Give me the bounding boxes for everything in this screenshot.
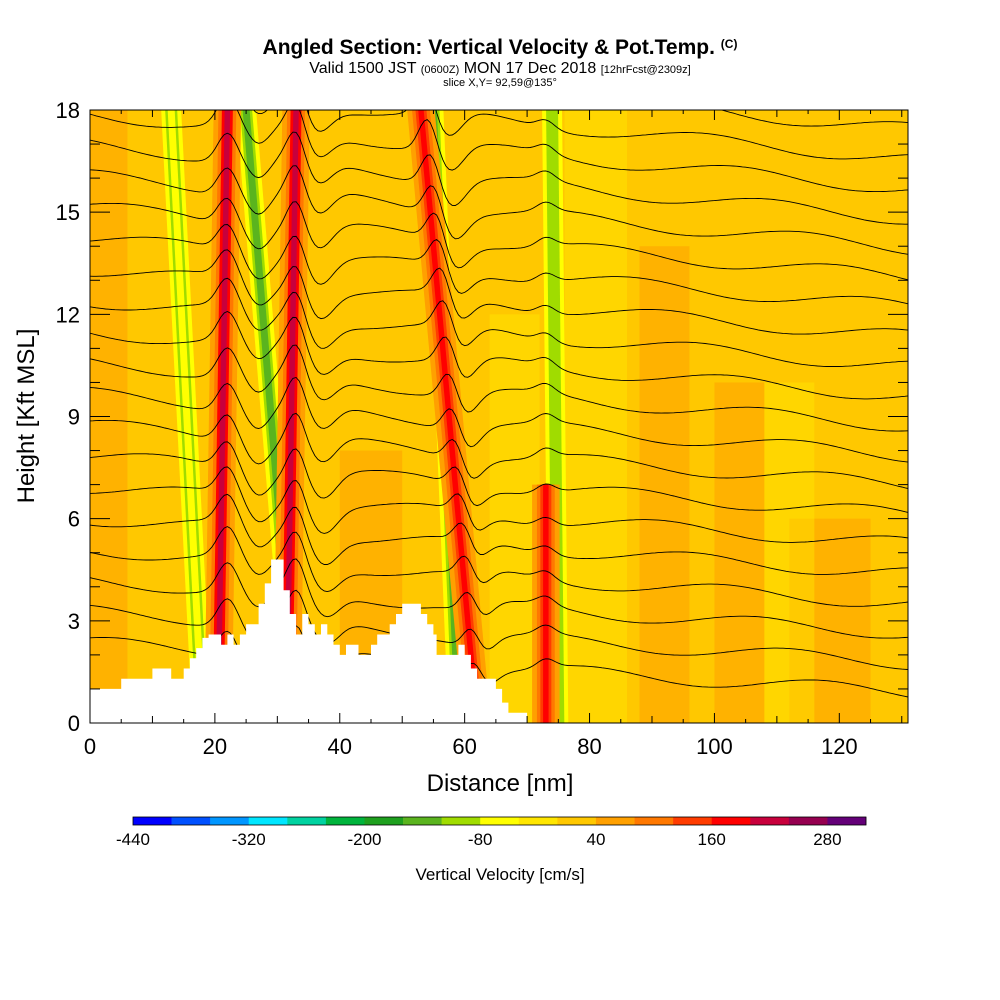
colorbar-swatch: [133, 817, 172, 825]
colorbar-swatch: [518, 817, 558, 825]
velocity-field: [90, 110, 908, 723]
chart-title: Angled Section: Vertical Velocity & Pot.…: [0, 36, 1000, 60]
isentrope-line: [90, 310, 908, 400]
colorbar: -440 -320 -200 -80 40 160 280: [116, 816, 867, 849]
y-tick-label: 0: [68, 711, 80, 736]
colorbar-tick-label: 280: [813, 830, 841, 849]
forecast-info: [12hrFcst@2309z]: [600, 64, 691, 76]
chart-subtitle: Valid 1500 JST (0600Z) MON 17 Dec 2018 […: [0, 60, 1000, 78]
colorbar-tick-label: -80: [468, 830, 493, 849]
isentrope-line: [720, 110, 908, 127]
y-tick-label: 3: [68, 609, 80, 634]
isentrope-line: [90, 558, 908, 639]
y-tick-label: 12: [56, 302, 80, 327]
y-tick-label: 6: [68, 507, 80, 532]
updraft-band: [215, 110, 231, 723]
colorbar-swatch: [711, 817, 751, 825]
isentrope-line: [90, 249, 908, 335]
isentrope-line: [90, 277, 908, 367]
isentrope-line: [90, 493, 908, 575]
colorbar-swatch: [788, 817, 828, 825]
colorbar-swatch: [673, 817, 712, 825]
x-tick-label: 40: [328, 734, 352, 759]
isentrope-line: [90, 224, 908, 305]
colorbar-swatch: [403, 817, 442, 825]
terrain: [90, 559, 908, 723]
colorbar-label: Vertical Velocity [cm/s]: [415, 865, 584, 884]
weak-updraft-area: [789, 518, 871, 723]
slice-info: slice X,Y= 92,59@135°: [443, 77, 557, 89]
isentrope-line: [253, 110, 908, 160]
colorbar-swatch: [325, 817, 365, 825]
valid-time: Valid 1500 JST: [309, 60, 417, 77]
x-tick-label: 60: [452, 734, 476, 759]
isentrope-line: [90, 376, 908, 463]
colorbar-tick-label: 160: [697, 830, 725, 849]
y-axis-label: Height [Kft MSL]: [13, 329, 40, 504]
colorbar-tick-label: -440: [116, 830, 150, 849]
potential-temperature-contours: [90, 7, 908, 698]
isentrope-line: [90, 131, 908, 225]
weak-downdraft-area: [489, 314, 540, 723]
y-tick-label: 18: [56, 98, 80, 123]
colorbar-swatch: [248, 817, 288, 825]
updraft-band: [418, 110, 480, 723]
isentrope-line: [90, 589, 908, 670]
isentrope-line: [90, 441, 908, 513]
x-tick-label: 20: [203, 734, 227, 759]
colorbar-swatch: [557, 817, 597, 825]
colorbar-swatch: [441, 817, 481, 825]
weak-updraft-area: [714, 382, 765, 723]
isentrope-line: [90, 197, 908, 281]
x-tick-label: 0: [84, 734, 96, 759]
updraft-band: [543, 484, 549, 723]
isentrope-line: [90, 412, 908, 489]
isentrope-line: [90, 526, 908, 607]
isentrope-line: [90, 466, 908, 543]
colorbar-swatch: [287, 817, 327, 825]
colorbar-tick-label: 40: [586, 830, 605, 849]
colorbar-swatch: [634, 817, 674, 825]
colorbar-swatch: [750, 817, 790, 825]
colorbar-swatch: [595, 817, 635, 825]
isentrope-line: [90, 7, 908, 95]
weak-downdraft-area: [764, 382, 815, 723]
colorbar-swatch: [364, 817, 404, 825]
colorbar-swatch: [171, 817, 211, 825]
y-tick-label: 15: [56, 200, 80, 225]
downdraft-band: [167, 110, 206, 723]
colorbar-swatch: [480, 817, 520, 825]
chart-title-tag: (C): [720, 37, 738, 51]
isentrope-line: [90, 165, 908, 255]
isentrope-line: [90, 344, 908, 432]
x-tick-label: 100: [696, 734, 733, 759]
weak-downdraft-area: [564, 110, 628, 723]
chart-title-main: Angled Section: Vertical Velocity & Pot.…: [262, 36, 715, 59]
utc-time: (0600Z): [420, 64, 460, 76]
isentrope-line: [90, 625, 908, 698]
colorbar-swatch: [210, 817, 250, 825]
isentrope-line: [90, 110, 908, 193]
x-tick-label: 80: [577, 734, 601, 759]
axes: 0 20 40 60 80 100 120 0 3 6 9 12 15 18: [56, 98, 908, 759]
weak-updraft-area: [639, 246, 690, 723]
colorbar-tick-label: -320: [232, 830, 266, 849]
valid-date: MON 17 Dec 2018: [463, 60, 597, 77]
x-tick-label: 120: [821, 734, 858, 759]
colorbar-tick-label: -200: [347, 830, 381, 849]
colorbar-swatch: [827, 817, 867, 825]
y-tick-label: 9: [68, 405, 80, 430]
colorbar-frame: [132, 816, 867, 826]
x-axis-label: Distance [nm]: [427, 770, 574, 797]
